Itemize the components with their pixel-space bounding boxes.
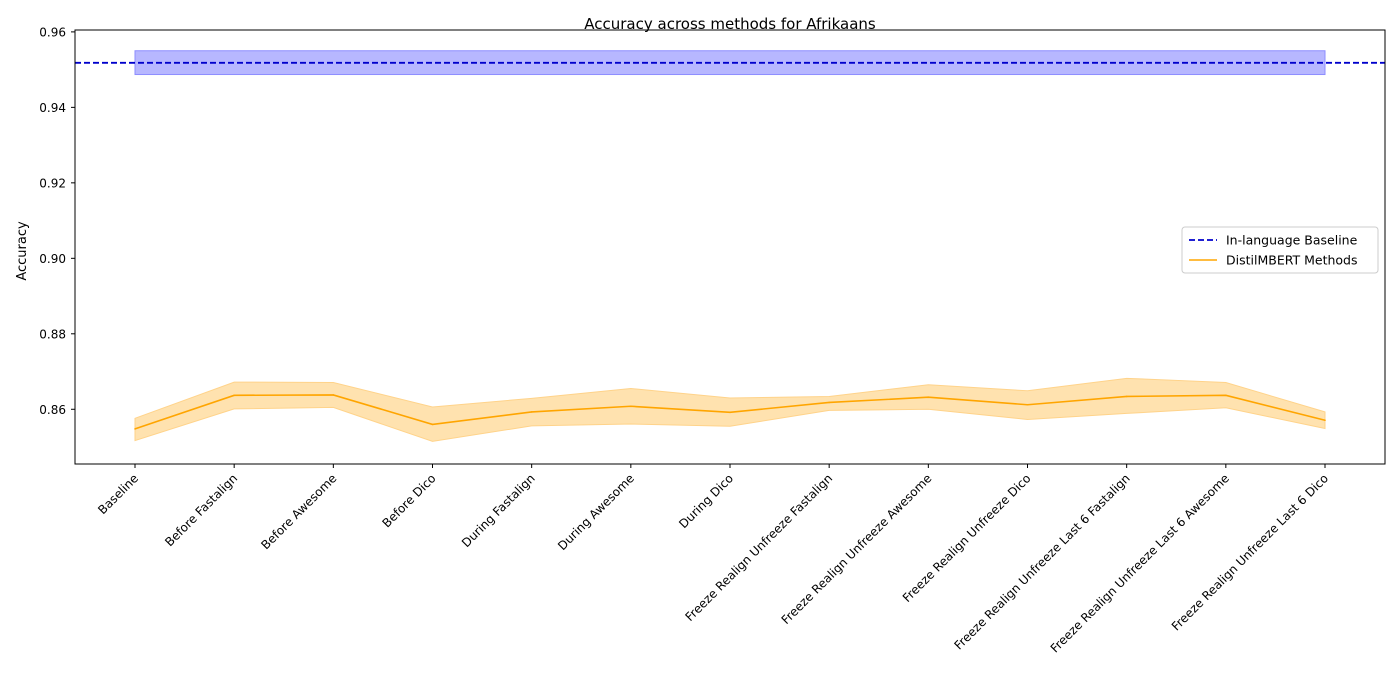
series-point [630,405,632,408]
series-point [233,394,235,397]
x-tick-label: Before Fastalign [162,471,240,549]
series-point [1324,419,1326,422]
series-point [1125,395,1128,398]
x-tick-label: Freeze Realign Unfreeze Last 6 Fastalign [952,471,1133,652]
legend-box [1181,226,1379,274]
series-point [431,423,434,426]
series-confidence-band [134,377,1326,442]
y-tick-label: 0.94 [39,101,66,115]
x-tick-label: During Dico [676,471,736,531]
x-tick-label: During Fastalign [459,471,538,550]
y-tick-label: 0.88 [39,327,66,341]
x-tick-label: Before Awesome [258,471,339,552]
series-point [927,396,930,399]
y-tick-label: 0.96 [39,25,66,39]
series-point [530,411,533,413]
y-tick-label: 0.90 [39,252,66,266]
axes: 0.86 0.88 0.90 0.92 0.94 0.96 Baseline Before F… [39,25,1386,655]
y-tick-label: 0.92 [39,176,66,190]
x-tick-label: Baseline [95,471,141,517]
series-point [1225,394,1227,397]
x-tick-label: Freeze Realign Unfreeze Last 6 Awesome [1048,471,1232,655]
x-tick-label: During Awesome [555,471,637,553]
legend: In-language Baseline DistilMBERT Methods [1181,226,1379,274]
plot-area [75,50,1385,442]
series-point [1026,403,1029,406]
legend-baseline-label: In-language Baseline [1226,233,1358,248]
legend-series-label: DistilMBERT Methods [1226,253,1358,268]
x-tick-label: Before Dico [380,471,439,530]
series-point [828,401,830,404]
series-point [332,394,335,396]
chart-title: Accuracy across methods for Afrikaans [584,15,876,33]
y-tick-label: 0.86 [39,403,66,417]
series-point [134,428,136,430]
x-tick-label: Freeze Realign Unfreeze Last 6 Dico [1169,471,1331,633]
series-point [729,411,731,414]
y-axis-label: Accuracy [15,221,30,281]
